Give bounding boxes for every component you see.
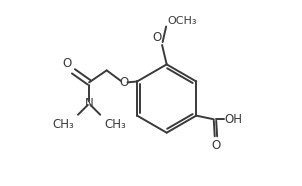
Text: O: O <box>152 31 161 44</box>
Text: OH: OH <box>224 113 243 126</box>
Text: O: O <box>62 57 71 70</box>
Text: OCH₃: OCH₃ <box>168 16 197 26</box>
Text: O: O <box>211 139 220 152</box>
Text: O: O <box>120 76 129 89</box>
Text: CH₃: CH₃ <box>104 118 126 131</box>
Text: CH₃: CH₃ <box>53 118 74 131</box>
Text: N: N <box>85 97 94 110</box>
